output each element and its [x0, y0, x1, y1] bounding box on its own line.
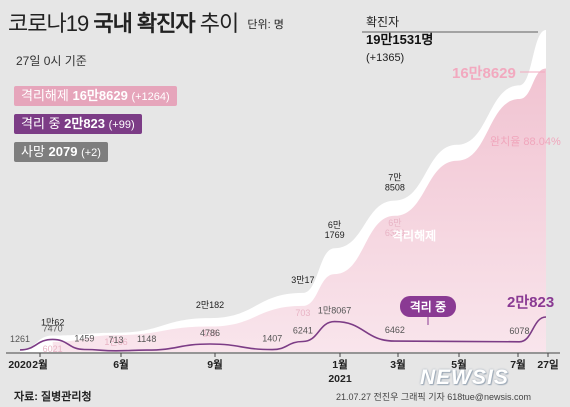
source-label: 자료: 질병관리청	[14, 391, 92, 403]
x-tick-label: 27일	[537, 358, 558, 371]
isolated-point-label: 1459	[74, 334, 94, 344]
x-tick-label: 2020	[8, 359, 32, 371]
legend-isolated-value: 2만823	[64, 116, 106, 131]
x-tick-label: 2월	[32, 358, 48, 371]
released-area	[52, 68, 546, 352]
title-bold: 국내 확진자	[93, 11, 195, 36]
isolated-point-label: 1261	[10, 334, 30, 344]
isolated-pill-bg	[400, 296, 456, 317]
isolated-point-label: 713	[108, 335, 123, 345]
released-point-label: 703	[295, 308, 310, 318]
legend-released-value: 16만8629	[72, 88, 128, 103]
isolated-point-label: 1407	[262, 334, 282, 344]
legend-released: 격리해제 16만8629 (+1264)	[14, 86, 177, 106]
unit-label: 단위: 명	[247, 19, 284, 31]
confirmed-summary-delta: (+1365)	[366, 52, 404, 64]
isolated-line	[19, 316, 547, 352]
newsis-logo: NEWSIS	[420, 366, 509, 389]
isolated-point-label: 4786	[200, 328, 220, 338]
legend-death-name: 사망	[21, 144, 45, 159]
recovery-rate-label: 완치율 88.04%	[490, 135, 561, 148]
title-pre: 코로나19	[8, 11, 89, 36]
legend-death: 사망 2079 (+2)	[14, 142, 108, 162]
as-of-label: 27일 0시 기준	[16, 54, 87, 68]
isolated-point-label: 6078	[509, 326, 529, 336]
x-tick-label: 1월	[332, 358, 348, 371]
isolated-point-label: 6462	[385, 325, 405, 335]
released-point-label: 1만66	[104, 337, 127, 347]
x-tick-label: 3월	[390, 358, 406, 371]
isolated-point-label: 1148	[137, 334, 156, 344]
x-tick-label: 9월	[207, 358, 223, 371]
confirmed-point-label: 8508	[385, 183, 405, 193]
isolated-point-label: 1만8067	[318, 306, 351, 316]
released-point-label: 6만	[388, 218, 401, 228]
confirmed-point-label: 3만17	[291, 275, 314, 285]
legend-isolated-name: 격리 중	[21, 116, 61, 131]
legend-released-delta: (+1264)	[131, 91, 170, 103]
isolated-point-label: 6241	[293, 326, 313, 336]
released-point-label: 6309	[385, 228, 405, 238]
confirmed-point-label: 1769	[325, 230, 345, 240]
credit-label: 21.07.27 전진우 그래픽 기자 618tue@newsis.com	[336, 392, 531, 402]
x-tick-label: 6월	[113, 358, 129, 371]
x-tick-label: 7월	[510, 358, 526, 371]
x-tick-label: 2021	[328, 373, 352, 385]
isolated-pill-label: 격리 중	[410, 299, 446, 314]
legend-isolated: 격리 중 2만823 (+99)	[14, 114, 142, 134]
legend-isolated-delta: (+99)	[108, 119, 135, 131]
confirmed-point-label: 7만	[388, 173, 401, 183]
title-post: 추이	[199, 11, 239, 36]
x-tick-label: 5월	[451, 358, 467, 371]
released-total-label: 16만8629	[452, 65, 516, 82]
legend-death-value: 2079	[48, 144, 78, 159]
confirmed-summary-title: 확진자	[366, 15, 399, 29]
isolated-point-label: 7470	[43, 323, 63, 333]
isolated-total-label: 2만823	[507, 294, 554, 311]
confirmed-summary-value: 19만1531명	[366, 32, 433, 47]
released-area-label: 격리해제	[392, 228, 436, 243]
confirmed-point-label: 6만	[328, 220, 341, 230]
legend-death-delta: (+2)	[81, 147, 101, 159]
chart-title: 코로나19 국내 확진자 추이 단위: 명	[8, 6, 284, 38]
confirmed-point-label: 2만182	[196, 300, 224, 310]
confirmed-point-label: 1만62	[41, 318, 64, 328]
legend-released-name: 격리해제	[21, 88, 69, 103]
released-point-label: 158	[202, 329, 217, 339]
released-point-label: 6021	[43, 344, 63, 354]
